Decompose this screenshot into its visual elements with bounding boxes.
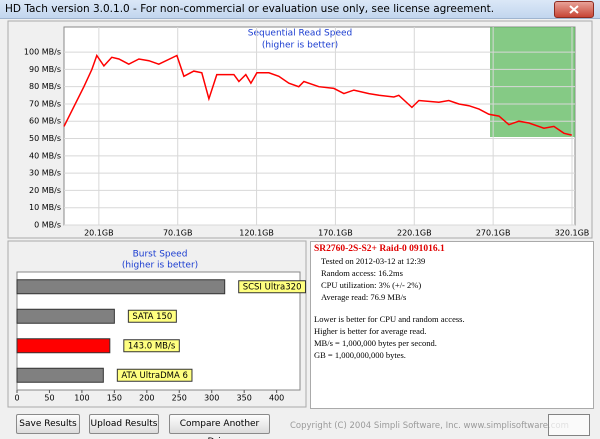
bar-label-box	[238, 280, 306, 294]
x-tick-label: 220.1GB	[397, 229, 432, 238]
x-tick-label: 150	[107, 394, 122, 403]
bar-label-box	[116, 368, 193, 382]
info-line: Average read: 76.9 MB/s	[321, 292, 407, 302]
y-tick-label: 50 MB/s	[29, 134, 61, 143]
bar-label: ATA UltraDMA 6	[121, 371, 188, 381]
burst-title: Burst Speed	[133, 250, 188, 260]
title-bar: HD Tach version 3.0.1.0 - For non-commer…	[0, 0, 600, 19]
read-subtitle: (higher is better)	[262, 41, 338, 51]
x-tick-label: 320.1GB	[555, 229, 590, 238]
bar	[16, 279, 226, 295]
x-tick-label: 300	[204, 394, 219, 403]
read-title: Sequential Read Speed	[248, 29, 353, 39]
info-line: Tested on 2012-03-12 at 12:39	[321, 256, 426, 266]
y-tick-label: 100 MB/s	[24, 48, 61, 57]
bar-label-box	[123, 339, 180, 353]
x-tick-label: 350	[237, 394, 252, 403]
x-tick-label: 20.1GB	[84, 229, 114, 238]
x-tick-label: 120.1GB	[239, 229, 274, 238]
upload-button[interactable]: Upload Results	[89, 414, 159, 434]
copyright: Copyright (C) 2004 Simpli Software, Inc.…	[290, 421, 569, 431]
bar-label: SATA 150	[132, 312, 172, 322]
x-tick-label: 200	[139, 394, 154, 403]
bar	[16, 308, 115, 324]
y-tick-label: 20 MB/s	[29, 186, 61, 195]
info-note: MB/s = 1,000,000 bytes per second.	[314, 338, 437, 348]
y-tick-label: 40 MB/s	[29, 151, 61, 160]
save-button[interactable]: Save Results	[16, 414, 80, 434]
burst-subtitle: (higher is better)	[122, 261, 198, 271]
info-note: GB = 1,000,000,000 bytes.	[314, 350, 406, 360]
read-line	[63, 53, 572, 136]
compare-button[interactable]: Compare Another Drive	[169, 414, 270, 439]
bar-label-box	[127, 309, 177, 323]
bar-label: SCSI Ultra320	[243, 282, 302, 292]
x-tick-label: 270.1GB	[476, 229, 511, 238]
info-panel: SR2760-2S-S2+ Raid-0 091016.1 Tested on …	[310, 241, 594, 409]
info-line: CPU utilization: 3% (+/- 2%)	[321, 280, 422, 290]
x-tick-label: 250	[172, 394, 187, 403]
bar	[16, 338, 111, 354]
y-tick-label: 60 MB/s	[29, 117, 61, 126]
x-tick-label: 70.1GB	[163, 229, 193, 238]
y-tick-label: 10 MB/s	[29, 203, 61, 212]
x-tick-label: 170.1GB	[318, 229, 353, 238]
x-tick-label: 0	[14, 394, 19, 403]
window-title: HD Tach version 3.0.1.0 - For non-commer…	[5, 3, 495, 15]
y-tick-label: 90 MB/s	[29, 65, 61, 74]
info-note: Lower is better for CPU and random acces…	[314, 314, 465, 324]
x-tick-label: 50	[44, 394, 54, 403]
watermark	[548, 414, 590, 436]
y-tick-label: 0 MB/s	[34, 221, 61, 230]
info-line: Random access: 16.2ms	[321, 268, 403, 278]
y-tick-label: 30 MB/s	[29, 169, 61, 178]
bar-label: 143.0 MB/s	[128, 341, 176, 351]
charts: Sequential Read Speed (higher is better)…	[7, 20, 593, 408]
bar	[16, 367, 104, 383]
y-tick-label: 70 MB/s	[29, 99, 61, 108]
x-tick-label: 400	[269, 394, 284, 403]
info-note: Higher is better for average read.	[314, 326, 427, 336]
close-button[interactable]	[554, 1, 594, 18]
y-tick-label: 80 MB/s	[29, 82, 61, 91]
close-icon	[569, 5, 579, 14]
x-tick-label: 100	[74, 394, 89, 403]
overlay-logo	[490, 27, 575, 137]
info-title: SR2760-2S-S2+ Raid-0 091016.1	[314, 244, 445, 254]
